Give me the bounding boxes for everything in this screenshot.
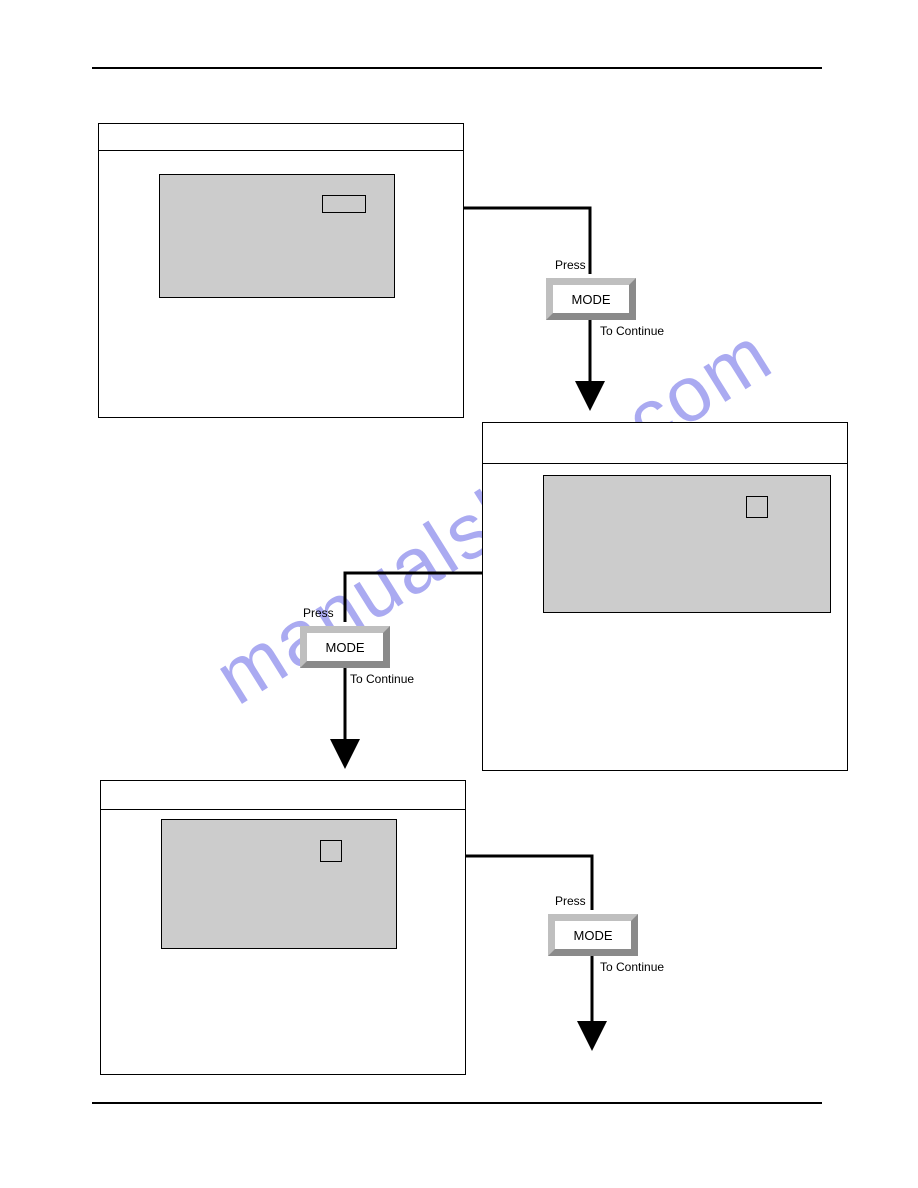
press-label-1: Press [555, 258, 586, 272]
panel-1 [98, 123, 464, 418]
panel-2 [482, 422, 848, 771]
panel-1-screen [159, 174, 395, 298]
mode-button-1-label: MODE [572, 292, 611, 307]
panel-2-screen [543, 475, 831, 613]
continue-label-3: To Continue [600, 960, 664, 974]
panel-3-screen [161, 819, 397, 949]
mode-button-3-label: MODE [574, 928, 613, 943]
panel-2-indicator [746, 496, 768, 518]
continue-label-2: To Continue [350, 672, 414, 686]
continue-label-1: To Continue [600, 324, 664, 338]
panel-3-header-divider [101, 809, 465, 810]
mode-button-2-label: MODE [326, 640, 365, 655]
panel-2-header-divider [483, 463, 847, 464]
panel-3-indicator [320, 840, 342, 862]
bottom-rule [92, 1102, 822, 1104]
panel-1-indicator [322, 195, 366, 213]
mode-button-2[interactable]: MODE [300, 626, 390, 668]
mode-button-1[interactable]: MODE [546, 278, 636, 320]
press-label-3: Press [555, 894, 586, 908]
panel-1-header-divider [99, 150, 463, 151]
mode-button-3[interactable]: MODE [548, 914, 638, 956]
top-rule [92, 67, 822, 69]
panel-3 [100, 780, 466, 1075]
press-label-2: Press [303, 606, 334, 620]
